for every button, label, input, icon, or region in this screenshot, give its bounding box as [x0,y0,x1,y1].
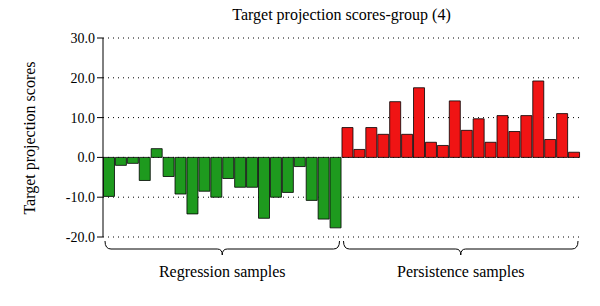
svg-text:30.0: 30.0 [71,31,96,46]
svg-text:20.0: 20.0 [71,71,96,86]
svg-text:Regression samples: Regression samples [159,263,286,281]
svg-text:10.0: 10.0 [71,111,96,126]
html-text:Target projection scores-group: Target projection scores-group (4) [232,6,451,23]
svg-text:0.0: 0.0 [78,150,96,165]
svg-text:-20.0: -20.0 [66,230,95,245]
svg-text:Persistence samples: Persistence samples [397,263,525,281]
svg-text:-10.0: -10.0 [66,190,95,205]
html-text:Target projection scores: Target projection scores [21,60,38,215]
